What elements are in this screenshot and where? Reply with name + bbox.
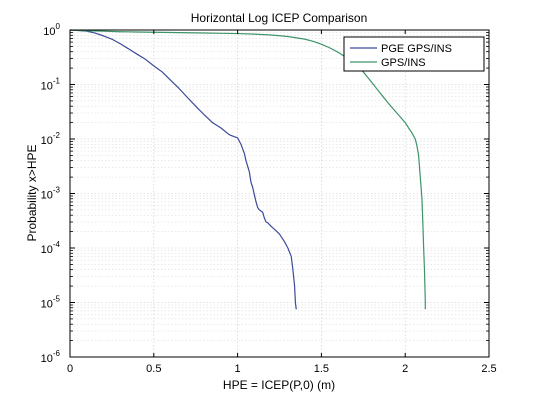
- x-tick-label: 2: [402, 363, 408, 375]
- y-tick-label: 10-6: [41, 349, 61, 365]
- series-line-pge-gps-ins: [69, 29, 297, 310]
- legend-box: [343, 36, 485, 72]
- legend: PGE GPS/INS GPS/INS: [343, 36, 485, 72]
- y-tick-label: 10-4: [41, 240, 61, 256]
- y-axis-label: Probability x>HPE: [25, 144, 39, 241]
- x-tick-label: 1: [235, 363, 241, 375]
- y-tick-label: 10-3: [41, 186, 61, 202]
- y-tick-label: 10-1: [41, 77, 61, 93]
- legend-label-gps-ins: GPS/INS: [381, 57, 426, 69]
- x-tick-label: 0: [67, 363, 73, 375]
- y-tick-label: 100: [43, 22, 60, 38]
- x-tick-label: 2.5: [481, 363, 496, 375]
- axis-ticks: [69, 29, 490, 358]
- x-axis-label: HPE = ICEP(P,0) (m): [223, 378, 335, 392]
- x-tick-labels: 0 0.5 1 1.5 2 2.5: [67, 363, 497, 375]
- x-tick-label: 1.5: [314, 363, 329, 375]
- legend-label-pge-gps-ins: PGE GPS/INS: [381, 43, 452, 55]
- x-tick-label: 0.5: [146, 363, 161, 375]
- chart-title: Horizontal Log ICEP Comparison: [191, 11, 368, 25]
- plot-area: [70, 30, 489, 357]
- y-tick-labels: 100 10-1 10-2 10-3 10-4 10-5 10-6: [41, 22, 61, 365]
- y-tick-label: 10-5: [41, 295, 61, 311]
- y-tick-label: 10-2: [41, 131, 61, 147]
